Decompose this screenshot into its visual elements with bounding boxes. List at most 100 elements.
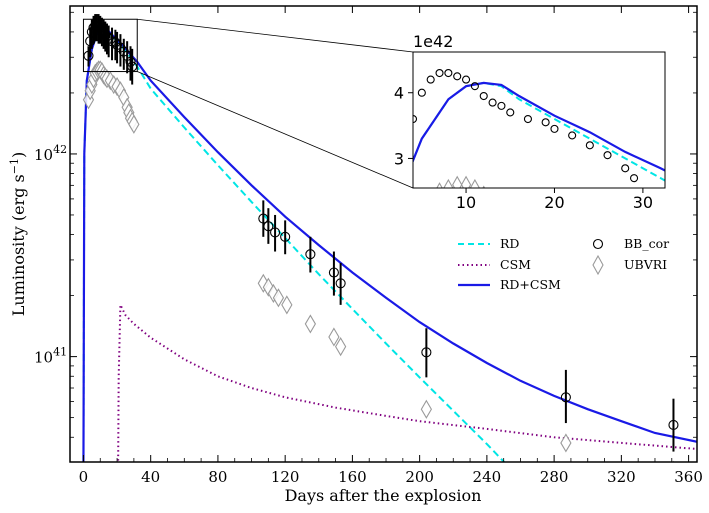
inset-bb-cor-point [550,124,559,133]
inset-bb-cor-point [453,72,462,81]
y-axis-title-sup: −1 [8,158,21,174]
bb-cor-point [335,278,346,289]
bb-cor-point [421,347,432,358]
x-tick-label: 80 [208,468,227,486]
inset-ticks: 10 20 30 3 4 [394,84,653,212]
legend-diamond-marker [592,254,604,276]
zoom-connector-top [137,18,414,53]
legend-circle-marker [592,238,604,250]
inset-ubvri-point [603,236,612,252]
bb-cor-point [110,37,121,48]
bb-cor-point [100,30,111,41]
inset-panel: 10 20 30 3 4 1e42 [394,32,666,252]
legend-label-csm: CSM [500,257,531,272]
inset-bb-cor-point [568,131,577,140]
x-tick-label: 120 [271,468,300,486]
inset-x-tick-label: 20 [544,193,564,212]
ubvri-point [560,433,572,453]
ubvri-point [281,295,293,315]
legend-entry-rd-csm: RD+CSM [458,277,561,292]
inset-frame [412,51,666,189]
legend-label-ubvri: UBVRI [624,257,667,272]
legend: RD CSM RD+CSM BB_cor UBVRI [458,236,669,292]
inset-bb-cor-point [444,68,453,78]
y-tick-label: 1042 [34,143,67,164]
bb-cor-point [258,213,269,224]
main-plot-area [82,14,697,462]
x-tick-label: 360 [674,468,703,486]
x-tick-label: 160 [338,468,367,486]
legend-label-bb-cor: BB_cor [624,236,669,251]
inset-ubvri-point [585,223,594,239]
inset-ubvri-point [436,182,443,188]
bb-cor-point [95,22,106,33]
inset-ubvri-point [488,190,497,206]
inset-ubvri-point [452,175,463,188]
bb-cor-point [83,50,94,61]
inset-bb-cor-point [603,151,612,160]
legend-label-rd-csm: RD+CSM [500,277,561,292]
legend-entry-bb-cor: BB_cor [592,236,669,251]
inset-ubvri-point [409,213,418,229]
inset-ubvri-point [417,203,426,219]
inset-bb-cor-point [523,114,532,124]
bb-cor-point [98,27,109,39]
bb-cor-point [85,36,96,47]
bb-cor-point [305,249,316,260]
ubvri-point [262,277,274,297]
y-axis-title-main: Luminosity (erg s [9,174,28,316]
inset-ubvri-point [460,175,472,188]
inset-bb-cor-point [506,108,515,117]
inset-x-tick-label: 10 [456,193,476,212]
bb-cor-point [328,267,339,278]
legend-label-rd: RD [500,236,519,251]
inset-bb-cor-point [488,98,497,107]
inset-y-tick-label: 4 [394,84,404,103]
ubvri-point [272,288,285,308]
y-axis-title: Luminosity (erg s−1) [8,152,28,316]
inset-bb-cor-point [435,68,444,78]
inset-background [413,52,665,188]
inset-ubvri-point [426,193,435,209]
main-markers [82,20,679,462]
inset-series-lines [413,81,665,182]
x-tick-label: 200 [405,468,434,486]
main-axes-frame [69,5,698,463]
inset-ubvri-point [482,185,486,188]
zoom-connector-bottom [137,71,414,189]
x-tick-label: 40 [141,468,160,486]
ubvri-point [267,283,280,304]
x-tick-label: 0 [79,468,89,486]
zoom-region-box [82,18,414,189]
ubvri-point [128,114,140,134]
inset-bb-cor-point [497,101,506,110]
inset-ubvri-point [568,213,577,229]
inset-ubvri-point [400,226,409,242]
bb-cor-point [122,50,133,61]
inset-ubvri-point [515,196,524,212]
inset-y-tick-label: 3 [394,149,404,168]
bb-cor-point [127,61,138,72]
inset-bb-cor-point [462,75,471,84]
inset-bb-cor-point [621,164,630,173]
y-tick-label: 1041 [34,346,67,367]
inset-bb-cor-point [470,82,479,91]
bb-cor-point [112,39,123,50]
legend-entry-rd: RD [458,236,519,251]
inset-bb-cor-point [630,174,639,183]
legend-entry-ubvri: UBVRI [592,254,667,276]
y-axis-title-close: ) [9,152,28,158]
bb-cor-point [270,227,281,238]
inset-markers [400,68,639,252]
bb-cor-point [263,221,274,232]
bb-cor-point [125,56,136,67]
inset-bb-cor-point [585,141,594,150]
inset-ubvri-point [532,203,541,219]
zoom-box-rect [82,18,138,73]
x-axis-title: Days after the explosion [285,486,482,505]
bb-cor-point [668,419,679,431]
legend-entry-csm: CSM [458,257,531,272]
inset-bb-cor-point [479,91,488,101]
